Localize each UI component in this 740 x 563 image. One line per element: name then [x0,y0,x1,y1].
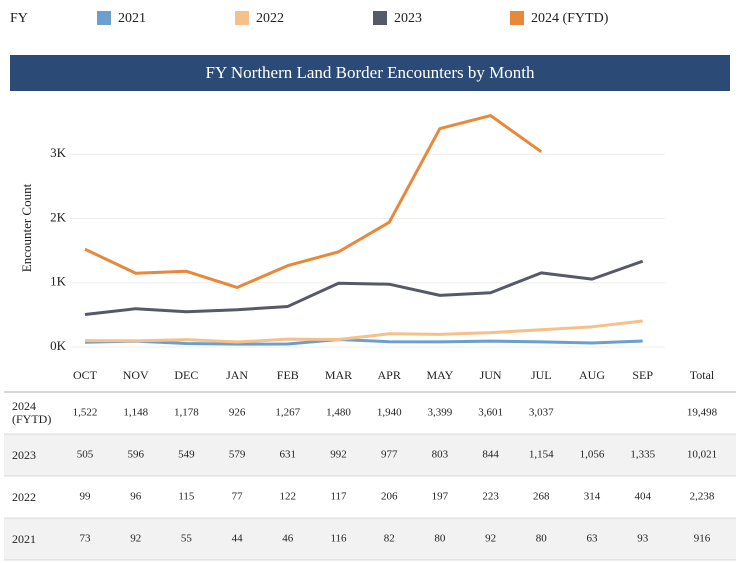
table-cell: 1,480 [326,407,351,419]
table-row-label: 2024 (FYTD) [12,399,52,426]
y-tick-label: 0K [50,338,67,353]
table-cell: 1,522 [73,407,98,419]
y-tick-label: 2K [50,209,67,224]
x-tick-label: FEB [277,368,299,382]
table-cell: 206 [381,491,398,503]
legend-swatch [373,11,387,25]
table-row-bg [4,434,736,476]
y-axis-label: Encounter Count [19,183,34,272]
table-cell: 63 [587,533,599,545]
table-cell: 579 [229,449,246,461]
legend-label: 2023 [394,11,422,26]
table-cell: 92 [485,533,496,545]
table-cell: 55 [181,533,193,545]
legend-label: 2022 [256,11,284,26]
table-cell: 505 [77,449,94,461]
legend-title: FY [10,11,28,26]
legend-label: 2024 (FYTD) [531,11,609,26]
table-cell: 549 [178,449,195,461]
table-cell: 314 [584,491,601,503]
table-cell: 44 [232,533,244,545]
table-cell: 82 [384,533,395,545]
x-tick-label: JAN [226,368,248,382]
table-cell: 117 [330,491,347,503]
table-cell: 977 [381,449,398,461]
x-tick-label: JUN [480,368,502,382]
table-cell: 73 [80,533,92,545]
table-cell: 1,154 [529,449,554,461]
table-total: 19,498 [687,407,718,419]
table-cell: 122 [280,491,297,503]
table-cell: 197 [432,491,449,503]
table-cell: 3,601 [478,407,503,419]
table-cell: 3,399 [428,407,453,419]
x-tick-label: DEC [174,368,198,382]
table-row-bg [4,518,736,560]
x-tick-label: SEP [632,368,653,382]
x-tick-label: MAR [325,368,352,382]
series-line [84,319,643,344]
table-cell: 631 [280,449,297,461]
series-line [84,114,543,289]
legend-label: 2021 [118,11,146,26]
table-cell: 80 [434,533,446,545]
x-tick-label: OCT [73,368,98,382]
table-cell: 77 [232,491,244,503]
table-cell: 268 [533,491,550,503]
table-total: 916 [694,533,711,545]
table-total: 10,021 [687,449,717,461]
series-line [84,259,644,317]
table-cell: 3,037 [529,407,554,419]
table-cell: 80 [536,533,548,545]
table-cell: 99 [80,491,92,503]
x-tick-label: APR [378,368,401,382]
table-cell: 93 [637,533,649,545]
total-header: Total [690,368,715,382]
table-cell: 1,178 [174,407,199,419]
table-cell: 1,940 [377,407,402,419]
table-cell: 1,335 [630,449,655,461]
legend-swatch [97,11,111,25]
table-cell: 596 [127,449,144,461]
x-tick-label: AUG [579,368,605,382]
table-cell: 404 [634,491,651,503]
series-line [84,338,643,346]
y-tick-label: 1K [50,274,67,289]
legend-swatch [235,11,249,25]
table-cell: 115 [178,491,195,503]
x-tick-label: NOV [123,368,149,382]
table-row-label: 2021 [12,531,36,546]
title-bar [10,55,730,91]
table-cell: 844 [482,449,499,461]
y-tick-label: 3K [50,145,67,160]
legend-swatch [510,11,524,25]
table-cell: 992 [330,449,347,461]
chart-title: FY Northern Land Border Encounters by Mo… [206,63,535,82]
table-cell: 926 [229,407,246,419]
table-cell: 1,148 [123,407,148,419]
table-cell: 96 [130,491,142,503]
table-cell: 92 [130,533,141,545]
table-cell: 223 [482,491,499,503]
table-total: 2,238 [690,491,715,503]
table-cell: 1,267 [275,407,300,419]
table-cell: 1,056 [580,449,605,461]
table-row-label: 2023 [12,447,36,462]
table-row-label: 2022 [12,489,36,504]
x-tick-label: MAY [426,368,453,382]
table-cell: 116 [330,533,347,545]
table-cell: 803 [432,449,449,461]
x-tick-label: JUL [531,368,552,382]
table-cell: 46 [282,533,294,545]
